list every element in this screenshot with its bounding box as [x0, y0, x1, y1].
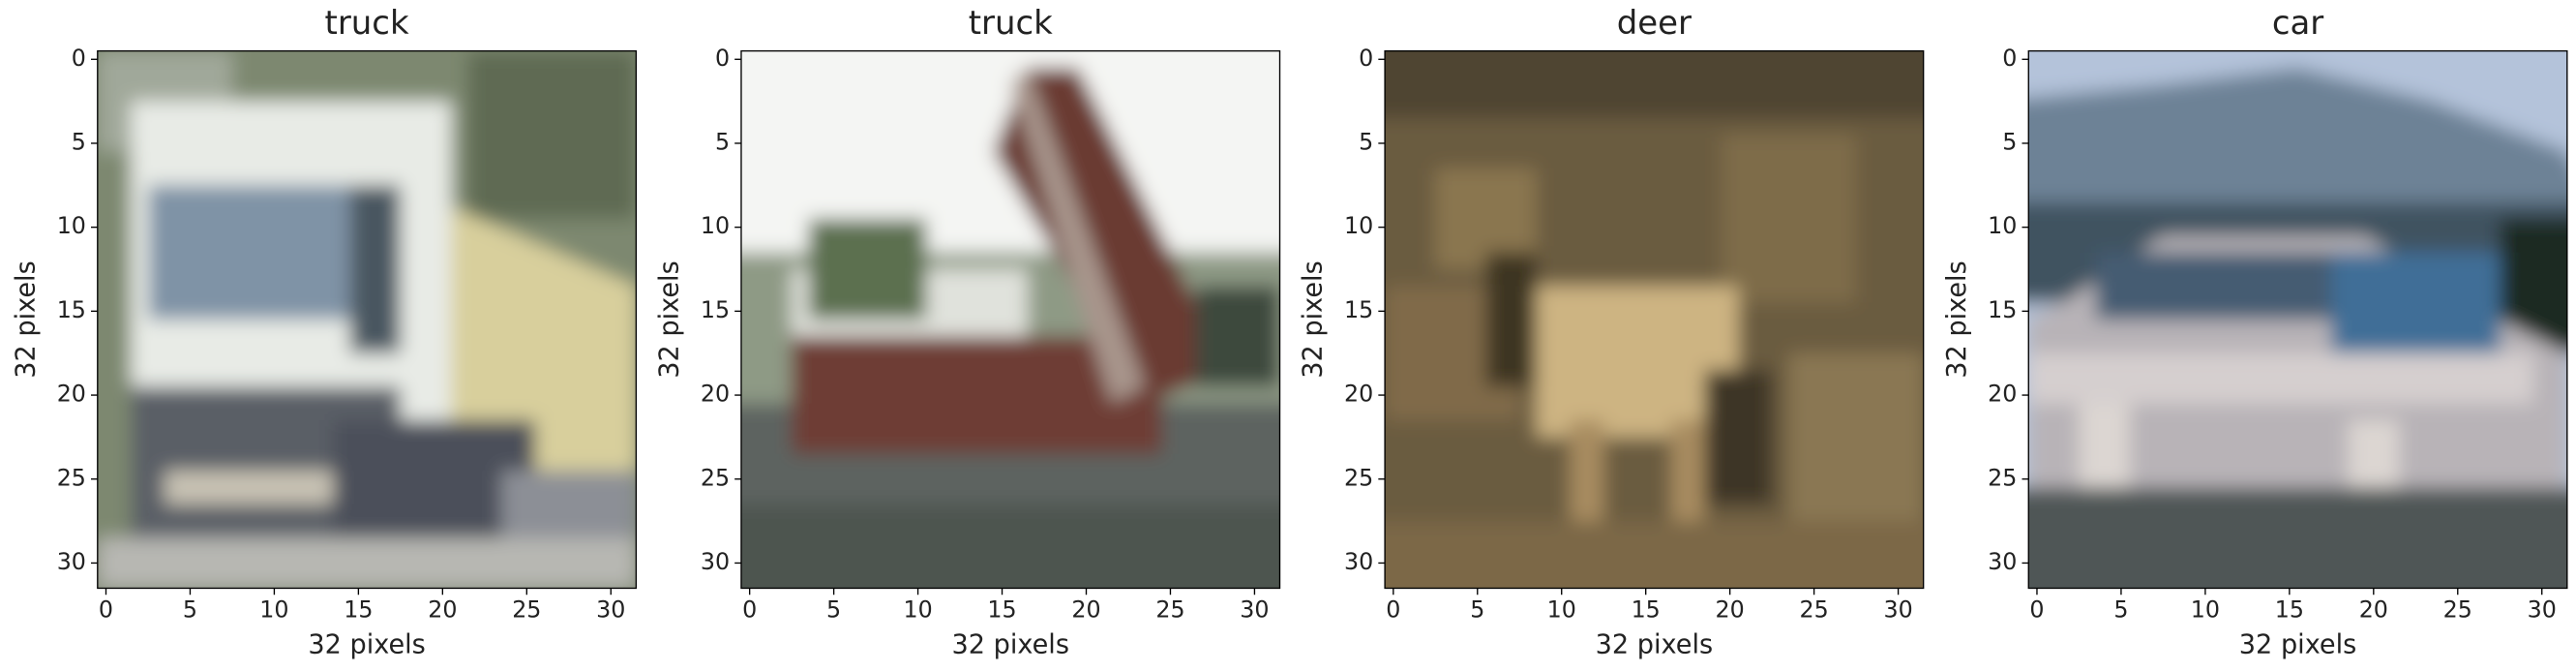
y-tick-label: 5 [715, 128, 730, 155]
x-axis-label: 32 pixels [952, 629, 1069, 659]
y-tick-label: 10 [57, 212, 86, 239]
y-tick-label: 30 [1988, 548, 2017, 575]
x-axis-label: 32 pixels [308, 629, 425, 659]
y-tick-label: 20 [1344, 381, 1373, 408]
x-tick-label: 10 [259, 596, 288, 624]
y-tick-label: 15 [701, 296, 730, 323]
y-tick-label: 0 [2002, 45, 2017, 72]
y-tick-label: 15 [57, 296, 86, 323]
x-tick-label: 5 [826, 596, 841, 624]
x-tick-label: 25 [1800, 596, 1829, 624]
x-tick-label: 20 [1716, 596, 1745, 624]
axes-frame [97, 49, 638, 590]
x-tick-label: 20 [2359, 596, 2388, 624]
y-tick-label: 25 [1988, 464, 2017, 491]
x-tick-label: 5 [1470, 596, 1484, 624]
y-tick-label: 0 [715, 45, 730, 72]
x-tick-label: 25 [1155, 596, 1184, 624]
y-tick-label: 0 [1359, 45, 1373, 72]
y-tick-label: 5 [1359, 128, 1373, 155]
y-axis-label: 32 pixels [11, 260, 41, 378]
axes-title: truck [325, 5, 409, 43]
x-tick-label: 0 [2029, 596, 2044, 624]
x-tick-label: 10 [1547, 596, 1576, 624]
y-axis-label: 32 pixels [654, 260, 684, 378]
y-tick-label: 20 [57, 381, 86, 408]
x-tick-label: 30 [2528, 596, 2557, 624]
image [97, 50, 637, 589]
x-tick-label: 30 [596, 596, 625, 624]
y-tick-label: 5 [2002, 128, 2017, 155]
axes-title: truck [969, 5, 1053, 43]
x-tick-label: 20 [428, 596, 457, 624]
y-tick-label: 30 [701, 548, 730, 575]
y-tick-label: 10 [1344, 212, 1373, 239]
y-tick-label: 20 [701, 381, 730, 408]
x-tick-label: 20 [1071, 596, 1100, 624]
x-tick-label: 15 [2275, 596, 2304, 624]
y-tick-label: 25 [57, 464, 86, 491]
x-axis-label: 32 pixels [1596, 629, 1713, 659]
x-tick-label: 0 [742, 596, 757, 624]
y-axis-label: 32 pixels [1299, 260, 1329, 378]
x-tick-label: 30 [1240, 596, 1269, 624]
x-tick-label: 15 [1632, 596, 1661, 624]
x-tick-label: 10 [903, 596, 932, 624]
axes-frame [1384, 49, 1925, 590]
x-tick-label: 15 [344, 596, 373, 624]
x-tick-label: 25 [2443, 596, 2472, 624]
x-tick-label: 0 [1386, 596, 1400, 624]
x-tick-label: 15 [987, 596, 1016, 624]
x-tick-label: 5 [2113, 596, 2128, 624]
y-tick-label: 10 [701, 212, 730, 239]
y-tick-label: 0 [72, 45, 86, 72]
axes-frame [740, 49, 1281, 590]
y-tick-label: 30 [1344, 548, 1373, 575]
image [740, 50, 1280, 589]
y-tick-label: 25 [1344, 464, 1373, 491]
y-tick-label: 10 [1988, 212, 2017, 239]
x-tick-label: 30 [1883, 596, 1912, 624]
x-tick-label: 5 [183, 596, 197, 624]
y-tick-label: 15 [1988, 296, 2017, 323]
x-axis-label: 32 pixels [2239, 629, 2356, 659]
y-tick-label: 25 [701, 464, 730, 491]
y-tick-label: 30 [57, 548, 86, 575]
image [1385, 50, 1924, 589]
x-tick-label: 25 [512, 596, 541, 624]
y-axis-label: 32 pixels [1942, 260, 1972, 378]
x-tick-label: 0 [99, 596, 113, 624]
axes-frame [2027, 49, 2568, 590]
image [2028, 50, 2567, 589]
y-tick-label: 20 [1988, 381, 2017, 408]
axes-title: deer [1617, 5, 1692, 43]
x-tick-label: 10 [2191, 596, 2220, 624]
y-tick-label: 15 [1344, 296, 1373, 323]
y-tick-label: 5 [72, 128, 86, 155]
axes-title: car [2272, 5, 2323, 43]
